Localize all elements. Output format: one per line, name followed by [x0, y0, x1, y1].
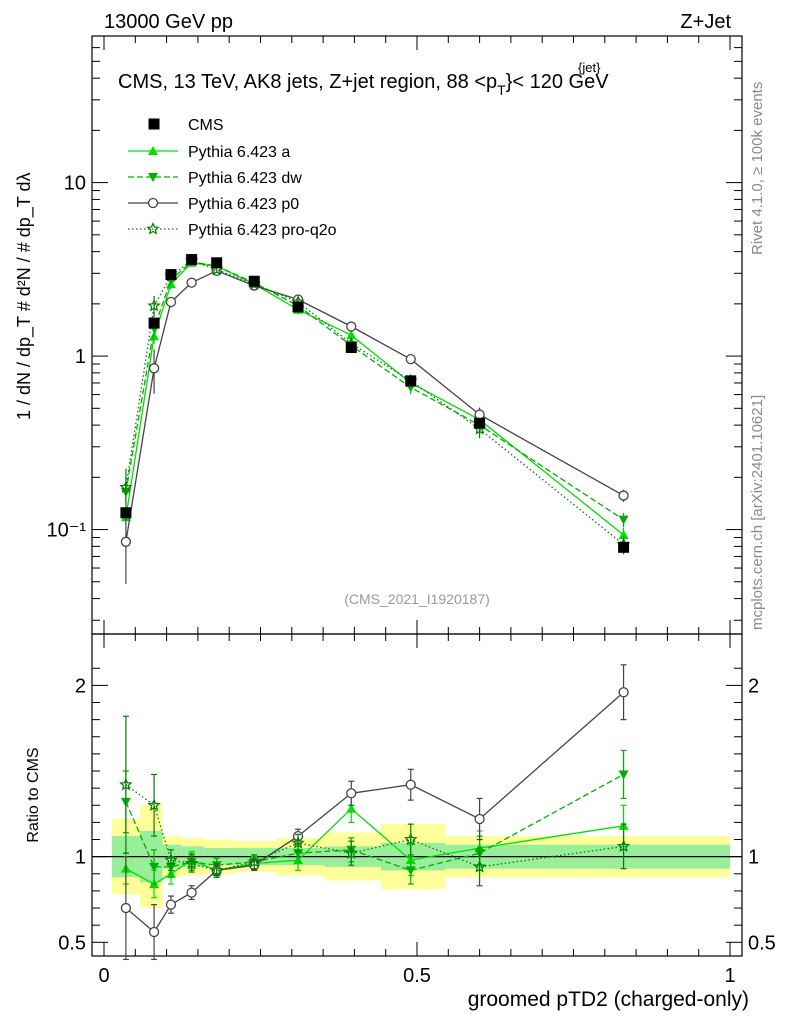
- legend-label-a: Pythia 6.423 a: [188, 144, 290, 161]
- cms-data-point: [211, 257, 223, 269]
- main-point-3: [147, 298, 161, 312]
- ratio-point-2: [474, 813, 485, 825]
- ratio-point-2: [165, 899, 177, 910]
- cms-data-point: [248, 275, 260, 287]
- x-tick-label: 0.5: [403, 965, 431, 987]
- ratio-y-tick-label-right: 0.5: [748, 932, 776, 954]
- x-tick-label: 0: [98, 965, 109, 987]
- ratio-point-3: [404, 832, 418, 846]
- legend-label-p0: Pythia 6.423 p0: [188, 196, 299, 213]
- main-point-2: [186, 277, 197, 288]
- x-ticks: 0 0.5 1: [98, 36, 736, 987]
- ratio-point-3: [344, 846, 358, 859]
- main-y-ticks: 10⁻¹ 1 10: [47, 35, 742, 621]
- main-y-axis-label: 1 / dN / dp_T # d²N / # dp_T dλ: [14, 173, 35, 420]
- ratio-point-2: [346, 788, 357, 799]
- main-point-2: [165, 296, 177, 308]
- legend-marker-3: [146, 221, 160, 235]
- ratio-point-1: [149, 862, 160, 872]
- title-main: CMS, 13 TeV, AK8 jets, Z+jet region, 88 …: [118, 71, 497, 93]
- main-point-2: [618, 490, 629, 501]
- rivet-label: Rivet 4.1.0, ≥ 100k events: [749, 82, 766, 255]
- header-left: 13000 GeV pp: [104, 11, 233, 33]
- ratio-y-label: Ratio to CMS: [25, 747, 42, 842]
- ratio-point-3: [119, 777, 133, 791]
- legend-label-dw: Pythia 6.423 dw: [188, 170, 302, 187]
- ratio-y-tick-label-right: 2: [748, 675, 759, 697]
- main-y-tick-label: 1: [75, 346, 86, 368]
- ratio-series: [119, 664, 631, 961]
- title-tail: }< 120 GeV: [506, 71, 610, 93]
- ratio-line-3: [125, 784, 624, 872]
- legend-label-pro-q2o: Pythia 6.423 pro-q2o: [188, 222, 337, 239]
- ratio-y-tick-label: 1: [75, 847, 86, 869]
- title-sub: T: [497, 82, 506, 98]
- main-point-2: [120, 536, 132, 547]
- legend-marker-1: [148, 173, 158, 182]
- legend-marker-2: [147, 197, 159, 209]
- legend: CMS Pythia 6.423 a Pythia 6.423 dw Pythi…: [128, 117, 337, 239]
- ratio-point-1: [618, 770, 629, 780]
- ratio-line-2: [125, 691, 625, 933]
- ratio-point-3: [247, 854, 261, 868]
- ratio-point-1: [405, 866, 416, 876]
- ratio-point-2: [120, 902, 132, 914]
- cms-data-point: [148, 317, 160, 329]
- main-y-tick-label: 10⁻¹: [47, 520, 87, 542]
- main-point-2: [148, 363, 160, 374]
- ratio-point-3: [616, 839, 631, 853]
- main-line-0: [125, 262, 625, 536]
- cms-data-point: [405, 375, 417, 387]
- main-point-2: [405, 354, 416, 365]
- chart-title: CMS, 13 TeV, AK8 jets, Z+jet region, 88 …: [118, 60, 609, 98]
- main-point-2: [474, 409, 485, 420]
- ratio-point-3: [209, 863, 224, 877]
- main-line-3: [125, 259, 625, 546]
- ratio-y-ticks: 0.5 0.5 1 1 2 2: [58, 667, 776, 954]
- ratio-point-3: [164, 853, 178, 866]
- main-point-1: [618, 515, 629, 525]
- main-point-2: [346, 321, 357, 332]
- x-tick-label: 1: [724, 965, 735, 987]
- legend-marker-cms: [148, 118, 160, 130]
- ratio-point-3: [291, 835, 305, 849]
- cms-data-point: [186, 254, 198, 266]
- ratio-point-0: [346, 803, 357, 813]
- ratio-y-tick-label: 2: [75, 675, 86, 697]
- main-point-0: [346, 330, 357, 340]
- main-series: [119, 253, 631, 584]
- ratio-y-tick-label-right: 1: [748, 847, 759, 869]
- ratio-point-3: [184, 856, 199, 870]
- cms-data-point: [165, 269, 177, 281]
- title-sup: {jet}: [578, 60, 601, 75]
- cms-data-point: [618, 541, 630, 553]
- cms-data-point: [345, 342, 357, 354]
- ratio-point-2: [186, 887, 197, 898]
- analysis-tag: (CMS_2021_I1920187): [344, 591, 490, 607]
- ratio-point-2: [405, 779, 416, 790]
- cms-data-point: [292, 301, 304, 313]
- main-line-1: [125, 261, 624, 521]
- x-axis-label: groomed pTD2 (charged-only): [468, 988, 749, 1011]
- svg-text:CMS, 13 TeV, AK8 jets, Z+jet r: CMS, 13 TeV, AK8 jets, Z+jet region, 88 …: [118, 71, 609, 98]
- main-point-3: [119, 480, 133, 494]
- main-point-0: [618, 530, 629, 540]
- ratio-point-2: [618, 687, 629, 698]
- ratio-y-tick-label: 0.5: [58, 932, 86, 954]
- main-y-tick-label: 10: [64, 173, 86, 195]
- cms-data-point: [474, 417, 486, 429]
- ratio-point-2: [148, 926, 160, 938]
- legend-label-cms: CMS: [188, 117, 224, 134]
- ratio-point-3: [472, 859, 487, 873]
- main-y-label: 1 / dN / dp_T # d²N / # dp_T dλ: [14, 173, 35, 420]
- header-right: Z+Jet: [680, 11, 731, 33]
- ratio-panel-frame: [91, 633, 743, 957]
- main-line-2: [125, 270, 624, 542]
- mcplots-label: mcplots.cern.ch [arXiv:2401.10621]: [749, 395, 766, 630]
- cms-data-point: [120, 507, 132, 519]
- legend-marker-0: [148, 146, 158, 155]
- ratio-point-3: [147, 798, 161, 811]
